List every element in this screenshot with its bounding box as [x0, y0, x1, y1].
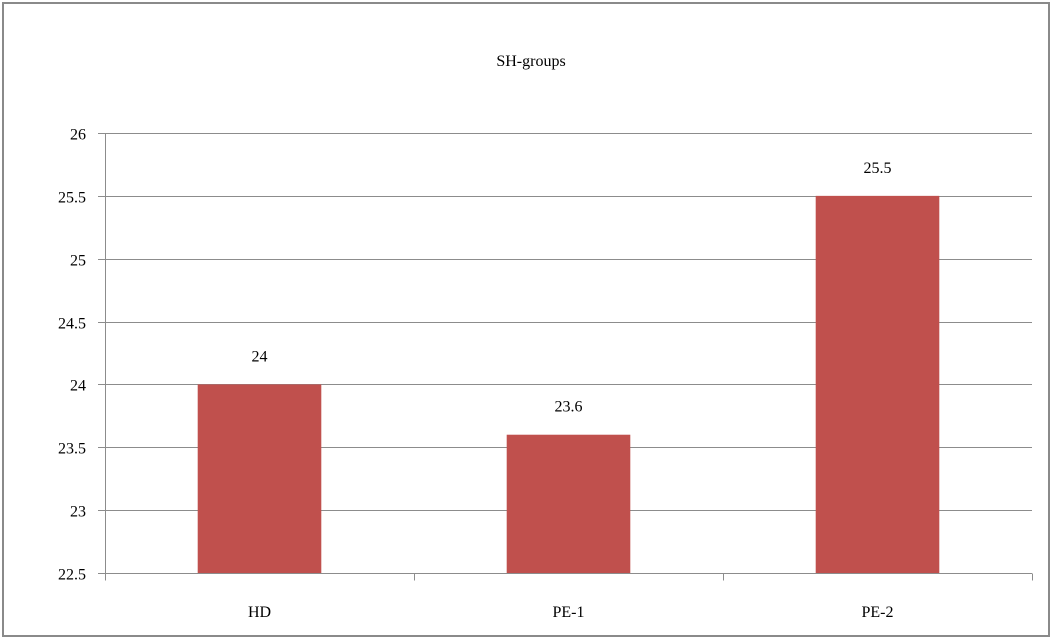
y-tick-label: 26 — [70, 127, 86, 144]
y-tick-label: 22.5 — [58, 567, 86, 584]
data-label: 24 — [252, 348, 268, 365]
y-tick-labels: 22.5 23 23.5 24 24.5 25 25.5 26 — [58, 127, 86, 584]
axes — [98, 133, 1033, 581]
y-tick-label: 23.5 — [58, 441, 86, 458]
y-tick-label: 25.5 — [58, 190, 86, 207]
bar — [506, 434, 631, 573]
y-tick-label: 24.5 — [58, 316, 86, 333]
data-label: 23.6 — [555, 399, 583, 416]
bar — [815, 195, 940, 573]
bars — [197, 195, 940, 573]
y-tick-label: 25 — [70, 253, 86, 270]
data-label: 25.5 — [864, 160, 892, 177]
x-tick-label: HD — [248, 604, 271, 621]
chart-title: SH-groups — [496, 53, 565, 70]
data-labels: 24 23.6 25.5 — [252, 160, 892, 416]
y-tick-label: 23 — [70, 504, 86, 521]
x-tick-label: PE-2 — [862, 604, 894, 621]
x-tick-labels: HD PE-1 PE-2 — [248, 604, 894, 621]
x-tick-label: PE-1 — [553, 604, 585, 621]
y-tick-label: 24 — [70, 378, 86, 395]
bar — [197, 384, 322, 573]
